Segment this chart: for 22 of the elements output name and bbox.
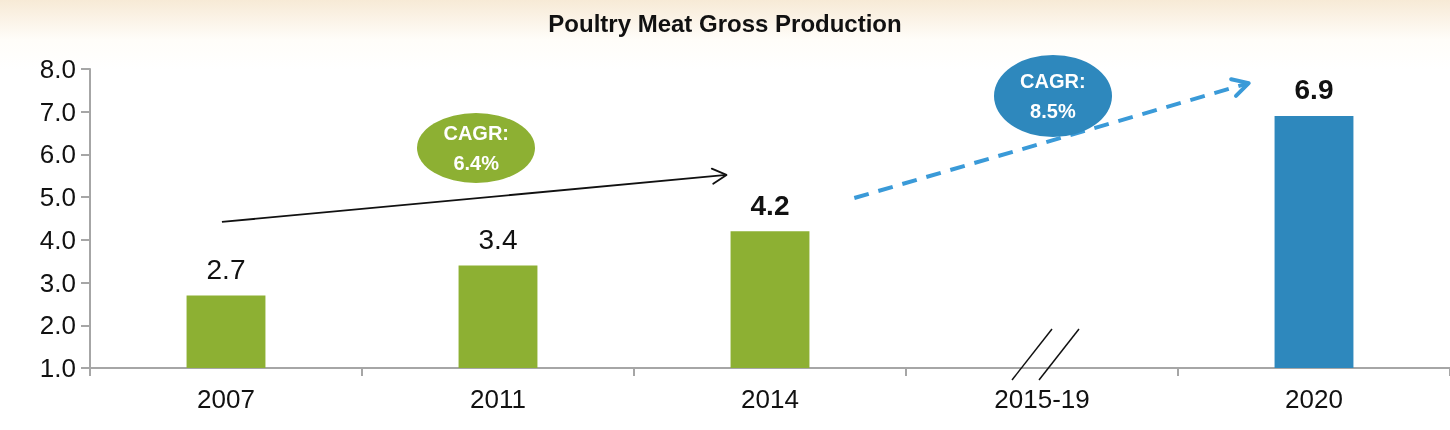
x-tick-label: 2011 [470,384,526,414]
data-label: 2.7 [206,253,246,285]
oval-badge: CAGR: 8.5% [993,54,1112,137]
chart-title: Poultry Meat Gross Production [548,9,902,37]
y-tick-label: 3.0 [39,267,76,298]
y-tick-label: 4.0 [39,224,76,255]
x-tick-label: 2020 [1285,384,1343,414]
x-tick-label: 2014 [741,384,799,414]
data-label: 4.2 [750,189,790,221]
data-label: 6.9 [1294,74,1334,106]
y-tick-label: 1.0 [39,353,76,383]
x-tick-label: 2015-19 [994,384,1090,414]
y-tick-label: 8.0 [39,54,76,84]
y-tick-label: 6.0 [39,139,76,170]
annotation: CAGR: 6.4% [442,121,510,176]
data-label: 3.4 [478,223,518,255]
y-tick-label: 5.0 [39,182,76,213]
y-tick-label: 7.0 [39,96,76,127]
x-tick-label: 2007 [197,384,255,414]
oval-badge: CAGR: 6.4% [417,113,536,183]
annotation: CAGR: 8.5% [1019,68,1087,124]
y-tick-label: 2.0 [39,310,76,341]
